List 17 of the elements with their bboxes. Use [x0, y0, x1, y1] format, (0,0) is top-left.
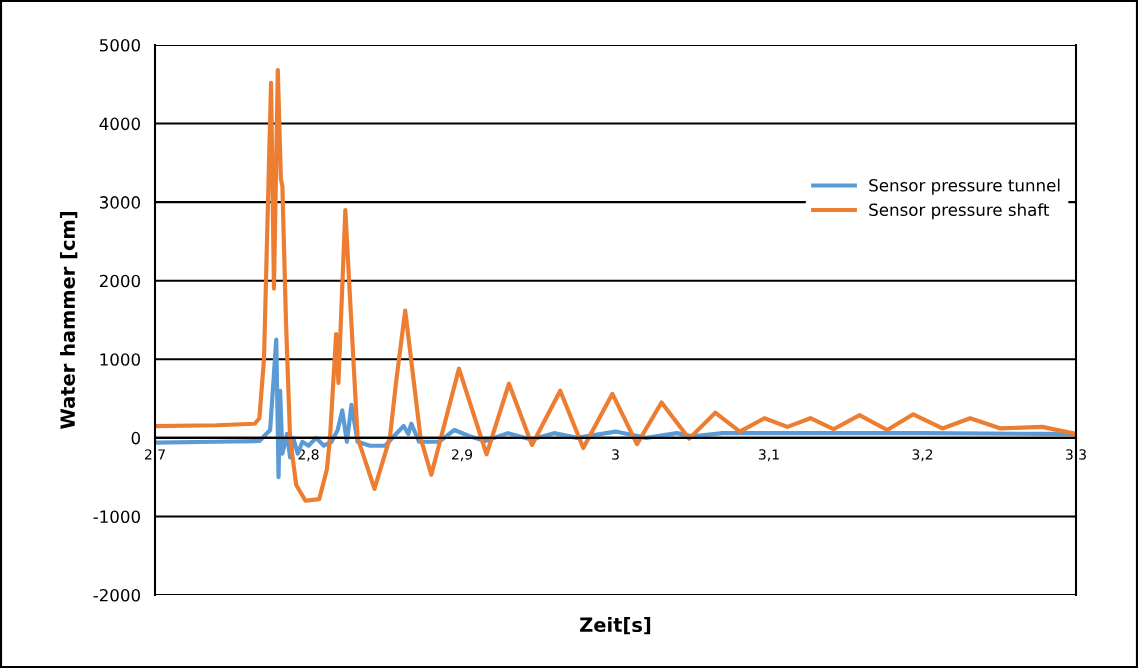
y-tick-label: 5000 — [99, 38, 140, 52]
x-tick-label: 3,2 — [912, 449, 933, 462]
legend-label: Sensor pressure tunnel — [869, 178, 1060, 195]
y-tick-label: -1000 — [93, 510, 140, 523]
legend-label: Sensor pressure shaft — [869, 203, 1050, 220]
y-tick-label: 4000 — [99, 117, 140, 131]
y-tick-label: -2000 — [93, 588, 140, 602]
x-tick-label: 2,9 — [451, 449, 473, 462]
x-tick-label: 3,1 — [759, 449, 779, 462]
y-tick-label: 2000 — [99, 274, 140, 288]
y-axis-title: Water hammer [cm] — [59, 212, 78, 430]
y-tick-label: 1000 — [100, 353, 140, 366]
x-tick-label: 3 — [612, 449, 619, 460]
y-tick-label: 3000 — [99, 196, 140, 209]
x-axis-title: Zeit[s] — [580, 617, 651, 635]
y-tick-label: 0 — [131, 431, 140, 445]
x-tick-label: 2,8 — [298, 449, 319, 462]
